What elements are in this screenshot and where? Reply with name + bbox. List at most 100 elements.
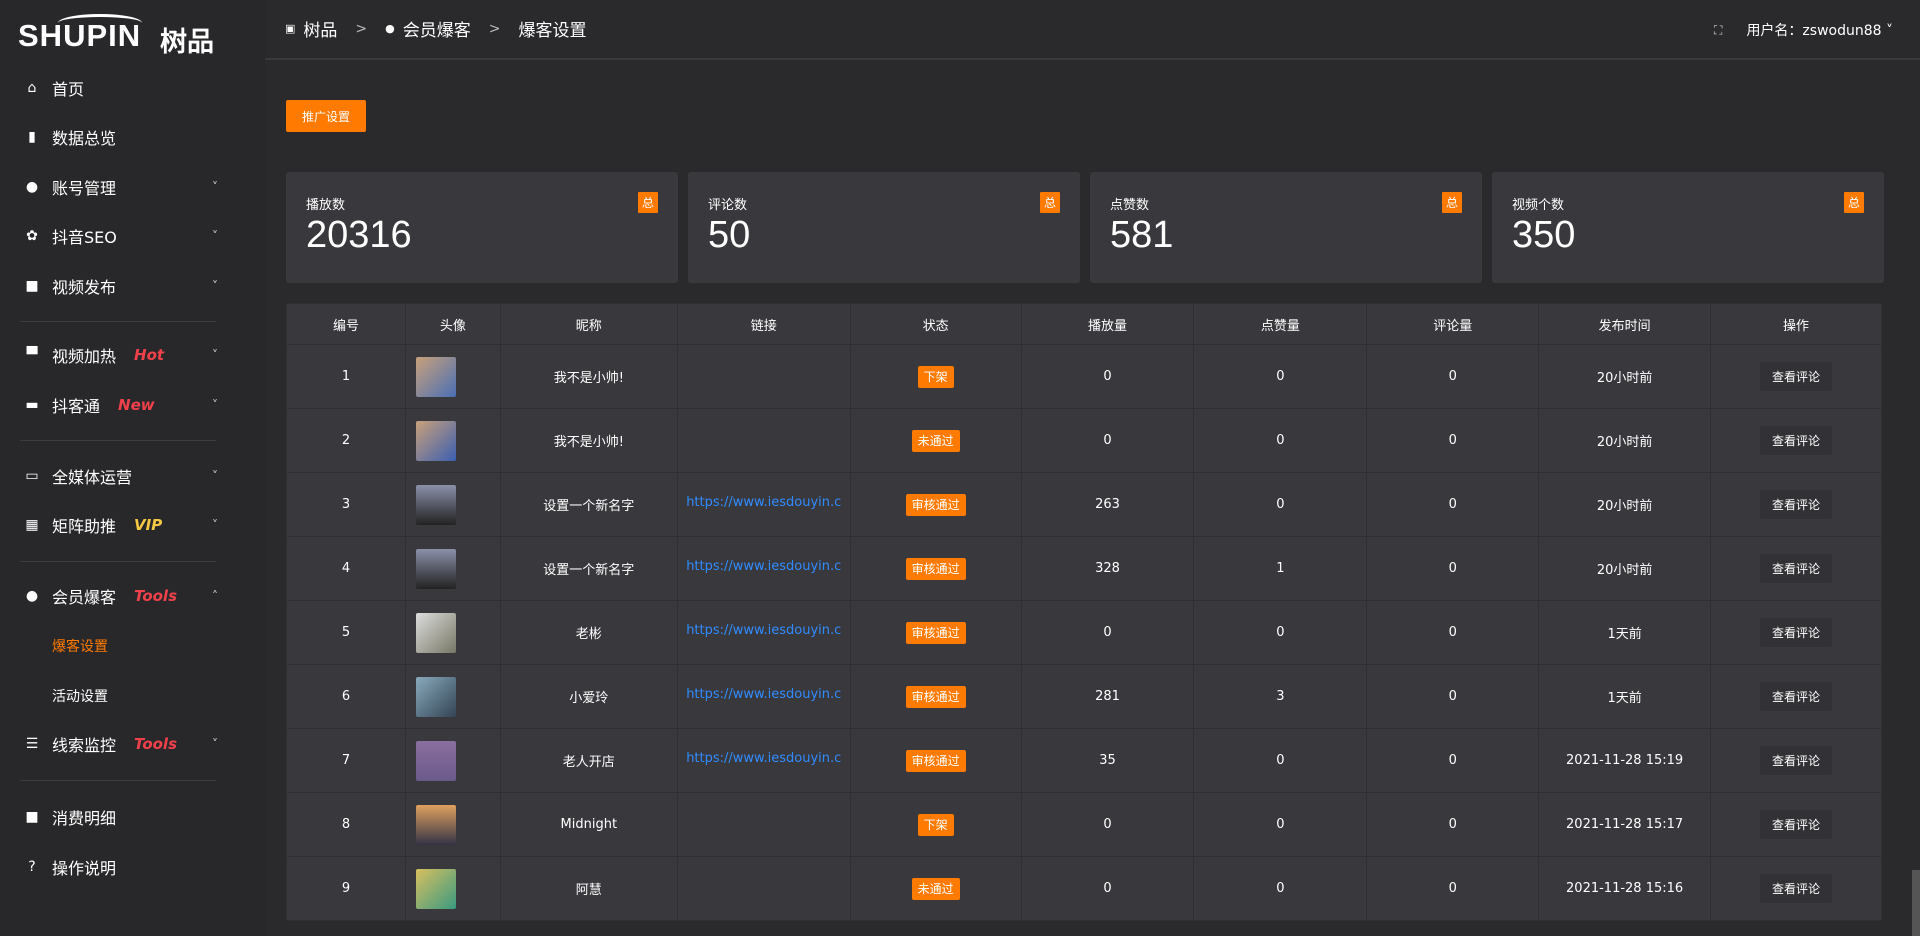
- promo-settings-button[interactable]: 推广设置: [286, 100, 366, 132]
- table-cell: 4: [286, 536, 406, 601]
- table-cell: 审核通过: [849, 536, 1022, 601]
- status-badge: 审核通过: [905, 494, 966, 516]
- fullscreen-icon[interactable]: ⛶: [1714, 22, 1723, 37]
- table-cell: 0: [1366, 792, 1540, 857]
- avatar: [415, 740, 456, 781]
- scrollbar[interactable]: [1912, 870, 1920, 936]
- sidebar-item-label: 视频加热: [52, 347, 117, 366]
- status-badge: 未通过: [911, 878, 960, 900]
- sidebar-item-0[interactable]: ⌂ 首页: [0, 66, 265, 110]
- sidebar-item-11[interactable]: ■ 消费明细: [0, 795, 265, 839]
- view-comments-button[interactable]: 查看评论: [1760, 426, 1833, 455]
- avatar: [415, 676, 456, 717]
- table-cell: [404, 600, 501, 665]
- table-cell: 查看评论: [1710, 792, 1882, 857]
- stat-value: 50: [708, 214, 751, 256]
- table-cell: 我不是小帅!: [499, 408, 678, 473]
- breadcrumb-item[interactable]: 会员爆客: [402, 21, 471, 41]
- stat-badge: 总: [1039, 192, 1060, 213]
- view-comments-button[interactable]: 查看评论: [1760, 874, 1833, 903]
- view-comments-button[interactable]: 查看评论: [1760, 490, 1833, 519]
- sidebar-item-4[interactable]: ■ 视频发布 ˅: [0, 264, 265, 308]
- sidebar-item-9[interactable]: ● 会员爆客 Tools ˄: [0, 574, 265, 618]
- avatar: [415, 420, 456, 461]
- sidebar-subitem-1[interactable]: 活动设置: [52, 689, 108, 705]
- table-cell: 小爱玲: [499, 664, 678, 729]
- stat-card: 点赞数 581 总: [1090, 172, 1482, 283]
- stat-label: 视频个数: [1512, 198, 1565, 213]
- table-cell: 0: [1366, 664, 1540, 729]
- video-link[interactable]: https://www.iesdouyin.c: [686, 751, 842, 766]
- table-cell: https://www.iesdouyin.c: [676, 664, 851, 729]
- grid-icon: ▦: [25, 517, 39, 533]
- sidebar-tag: Tools: [134, 587, 177, 605]
- divider: [20, 780, 216, 781]
- sidebar-item-5[interactable]: ▀ 视频加热 Hot ˅: [0, 333, 265, 377]
- sidebar-item-label: 视频发布: [52, 278, 117, 297]
- table-row: 4 设置一个新名字 https://www.iesdouyin.c 审核通过 328 1 0…: [286, 536, 1882, 601]
- sidebar-tag: VIP: [134, 516, 163, 534]
- table-cell: 我不是小帅!: [499, 344, 678, 409]
- table-cell: 20小时前: [1538, 344, 1712, 409]
- view-comments-button[interactable]: 查看评论: [1760, 618, 1833, 647]
- sidebar-item-2[interactable]: ● 账号管理 ˅: [0, 165, 265, 209]
- logo[interactable]: SHUPIN 树品: [18, 14, 228, 58]
- table-cell: 阿慧: [499, 856, 678, 921]
- sidebar-subitem-0[interactable]: 爆客设置: [52, 639, 108, 655]
- table-cell: 0: [1193, 472, 1368, 537]
- table-cell: 2021-11-28 15:16: [1538, 856, 1712, 921]
- column-header: 评论量: [1366, 303, 1540, 345]
- table-cell: 查看评论: [1710, 408, 1882, 473]
- sidebar-item-12[interactable]: ? 操作说明: [0, 845, 265, 889]
- user-menu[interactable]: 用户名：zswodun88 ˅: [1746, 20, 1893, 40]
- sidebar-item-10[interactable]: ☰ 线索监控 Tools ˅: [0, 722, 265, 766]
- avatar: [415, 868, 456, 909]
- chevron-down-icon: ˅: [212, 737, 218, 751]
- chevron-down-icon: ˅: [212, 348, 218, 362]
- sidebar-item-label: 首页: [52, 80, 85, 99]
- table-cell: Midnight: [499, 792, 678, 857]
- video-link[interactable]: https://www.iesdouyin.c: [686, 559, 842, 574]
- table-cell: 未通过: [849, 856, 1022, 921]
- sidebar-item-7[interactable]: ▭ 全媒体运营 ˅: [0, 454, 265, 498]
- stat-label: 播放数: [306, 198, 346, 213]
- table-cell: 老人开店: [499, 728, 678, 793]
- table-cell: 审核通过: [849, 600, 1022, 665]
- sidebar-item-1[interactable]: ▮ 数据总览: [0, 115, 265, 159]
- chevron-down-icon: ˅: [212, 469, 218, 483]
- table-cell: 20小时前: [1538, 536, 1712, 601]
- video-link[interactable]: https://www.iesdouyin.c: [686, 623, 842, 638]
- sidebar-item-6[interactable]: ▬ 抖客通 New ˅: [0, 383, 265, 427]
- sidebar-item-3[interactable]: ✿ 抖音SEO ˅: [0, 214, 265, 258]
- sliders-icon: ☰: [25, 736, 39, 752]
- view-comments-button[interactable]: 查看评论: [1760, 682, 1833, 711]
- table-cell: 1: [286, 344, 406, 409]
- video-link[interactable]: https://www.iesdouyin.c: [686, 495, 842, 510]
- status-badge: 审核通过: [905, 686, 966, 708]
- wallet-icon: ■: [25, 809, 39, 825]
- view-comments-button[interactable]: 查看评论: [1760, 362, 1833, 391]
- chat-icon: ▬: [25, 397, 39, 413]
- table-cell: 6: [286, 664, 406, 729]
- video-link[interactable]: https://www.iesdouyin.c: [686, 687, 842, 702]
- table-row: 9 阿慧 未通过 0 0 0 2021-11-28 15:16 查看评论: [286, 856, 1882, 921]
- avatar: [415, 484, 456, 525]
- divider: [20, 321, 216, 322]
- sidebar-item-label: 抖客通: [52, 397, 101, 416]
- sidebar-item-8[interactable]: ▦ 矩阵助推 VIP ˅: [0, 503, 265, 547]
- sidebar: SHUPIN 树品 ⌂ 首页 ▮ 数据总览 ● 账号管理 ˅ ✿ 抖音SEO ˅ ■ 视频发布 ˅ ▀ 视频…: [0, 0, 265, 936]
- table-cell: 0: [1193, 728, 1368, 793]
- camera-icon: ■: [25, 278, 39, 294]
- view-comments-button[interactable]: 查看评论: [1760, 746, 1833, 775]
- table-cell: 查看评论: [1710, 472, 1882, 537]
- view-comments-button[interactable]: 查看评论: [1760, 810, 1833, 839]
- table-cell: 审核通过: [849, 664, 1022, 729]
- breadcrumb-item[interactable]: 树品: [303, 21, 338, 41]
- chevron-down-icon: ˅: [212, 398, 218, 412]
- stat-badge: 总: [1441, 192, 1462, 213]
- table-cell: 查看评论: [1710, 344, 1882, 409]
- stat-value: 581: [1110, 214, 1174, 256]
- table-cell: 0: [1366, 344, 1540, 409]
- table-cell: 7: [286, 728, 406, 793]
- view-comments-button[interactable]: 查看评论: [1760, 554, 1833, 583]
